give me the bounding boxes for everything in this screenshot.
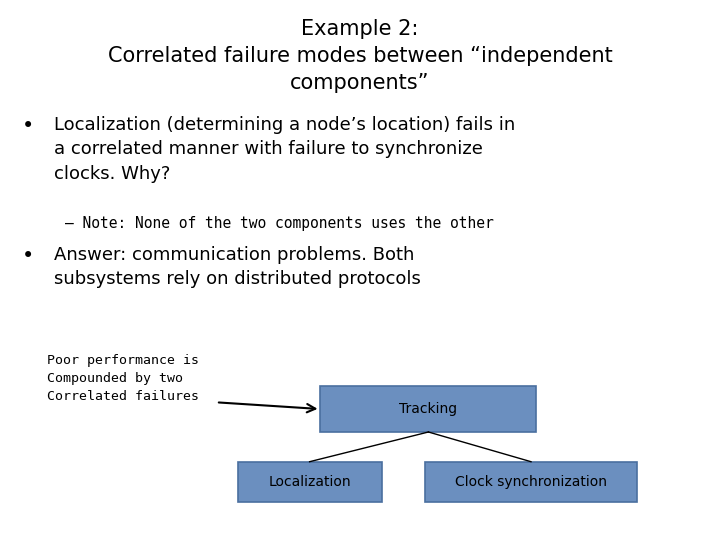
- Text: Poor performance is
Compounded by two
Correlated failures: Poor performance is Compounded by two Co…: [47, 354, 199, 403]
- Text: Tracking: Tracking: [400, 402, 457, 416]
- Text: •: •: [22, 116, 34, 136]
- Text: – Note: None of the two components uses the other: – Note: None of the two components uses …: [65, 216, 493, 231]
- Text: Example 2:: Example 2:: [301, 19, 419, 39]
- Text: Clock synchronization: Clock synchronization: [455, 475, 607, 489]
- Text: components”: components”: [290, 73, 430, 93]
- FancyBboxPatch shape: [320, 386, 536, 432]
- FancyBboxPatch shape: [425, 462, 637, 502]
- FancyBboxPatch shape: [238, 462, 382, 502]
- Text: Localization (determining a node’s location) fails in
a correlated manner with f: Localization (determining a node’s locat…: [54, 116, 516, 183]
- Text: Answer: communication problems. Both
subsystems rely on distributed protocols: Answer: communication problems. Both sub…: [54, 246, 421, 288]
- Text: Correlated failure modes between “independent: Correlated failure modes between “indepe…: [107, 46, 613, 66]
- Text: Localization: Localization: [269, 475, 351, 489]
- Text: •: •: [22, 246, 34, 266]
